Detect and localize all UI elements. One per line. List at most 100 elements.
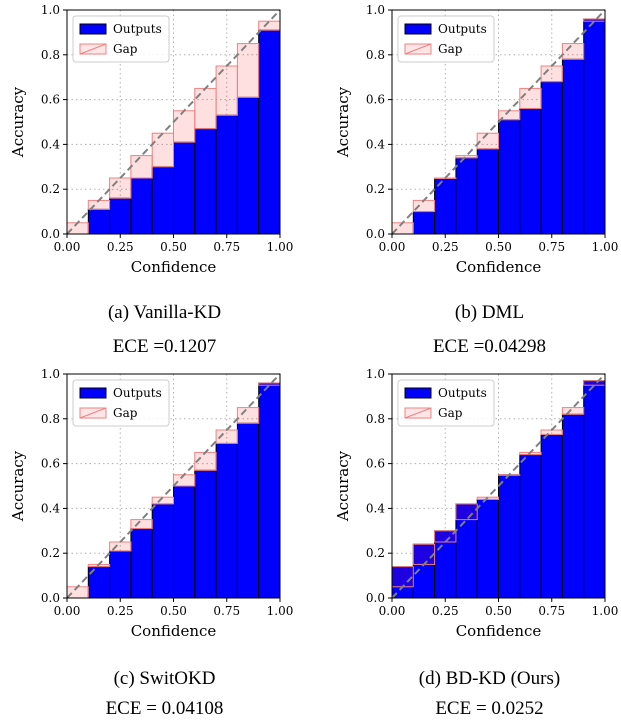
y-tick-label: 0.4	[366, 137, 385, 151]
outputs-bar	[259, 383, 280, 598]
gap-bar	[584, 381, 605, 385]
y-tick-label: 1.0	[41, 3, 60, 17]
x-tick-label: 0.50	[485, 604, 512, 618]
outputs-bar	[216, 443, 237, 598]
outputs-bar	[152, 167, 173, 234]
panel-vanilla-kd: 0.00 0.25 0.50 0.75 1.00 0.0 0.2 0.4 0.6 0.8 1.0 Co…	[9, 3, 293, 357]
panel-metric: ECE = 0.04108	[106, 698, 224, 719]
x-tick-label: 1.00	[592, 604, 619, 618]
legend-gap-label: Gap	[438, 42, 463, 56]
x-tick-label: 0.75	[538, 604, 565, 618]
panel-caption: (c) SwitOKD	[114, 668, 216, 689]
outputs-bar	[520, 109, 541, 234]
legend-outputs-label: Outputs	[113, 386, 162, 400]
panel-caption: (b) DML	[455, 302, 524, 323]
gap-bar	[456, 504, 477, 520]
x-tick-label: 0.50	[485, 240, 512, 254]
outputs-bar	[541, 434, 562, 598]
x-tick-label: 0.00	[379, 604, 406, 618]
y-tick-label: 1.0	[366, 3, 385, 17]
legend-gap-label: Gap	[438, 406, 463, 420]
gap-bar	[413, 544, 434, 564]
x-tick-label: 0.75	[213, 240, 240, 254]
outputs-bar	[477, 499, 498, 598]
gap-bar	[584, 19, 605, 21]
legend-outputs-swatch	[80, 24, 106, 34]
outputs-bar	[520, 455, 541, 598]
outputs-bar	[152, 504, 173, 598]
y-tick-label: 0.2	[366, 182, 385, 196]
gap-bar	[237, 408, 258, 424]
x-axis-label: Confidence	[131, 622, 217, 640]
y-tick-label: 0.0	[366, 227, 385, 241]
y-tick-label: 0.2	[366, 546, 385, 560]
outputs-bar	[477, 149, 498, 234]
y-tick-label: 0.0	[41, 591, 60, 605]
outputs-bar	[174, 486, 195, 598]
gap-bar	[174, 111, 195, 142]
gap-bar	[131, 156, 152, 178]
legend-outputs-label: Outputs	[438, 386, 487, 400]
y-tick-label: 0.8	[366, 412, 385, 426]
x-tick-label: 0.25	[107, 604, 134, 618]
gap-bar	[195, 88, 216, 128]
legend-outputs-label: Outputs	[438, 22, 487, 36]
outputs-bar	[110, 551, 131, 598]
y-tick-label: 0.8	[41, 412, 60, 426]
outputs-bar	[499, 120, 520, 234]
outputs-bar	[195, 129, 216, 234]
y-tick-label: 1.0	[41, 367, 60, 381]
outputs-bar	[499, 475, 520, 598]
gap-bar	[413, 200, 434, 211]
gap-bar	[110, 178, 131, 198]
outputs-bar	[195, 470, 216, 598]
outputs-bar	[237, 97, 258, 234]
legend-outputs-swatch	[80, 388, 106, 398]
gap-bar	[392, 567, 413, 587]
outputs-bar	[259, 30, 280, 234]
y-tick-label: 1.0	[366, 367, 385, 381]
outputs-bar	[110, 198, 131, 234]
y-tick-label: 0.2	[41, 546, 60, 560]
outputs-bar	[131, 529, 152, 598]
x-tick-label: 1.00	[267, 240, 294, 254]
legend-outputs-swatch	[405, 388, 431, 398]
panel-dml: 0.00 0.25 0.50 0.75 1.000.00.20.40.60.81.0Co…	[334, 3, 618, 357]
x-tick-label: 0.75	[538, 240, 565, 254]
y-tick-label: 0.4	[41, 501, 60, 515]
legend-gap-label: Gap	[113, 406, 138, 420]
gap-bar	[477, 133, 498, 149]
x-tick-label: 0.00	[54, 604, 81, 618]
gap-bar	[152, 133, 173, 167]
x-tick-label: 0.75	[213, 604, 240, 618]
panel-bd-kd: 0.00 0.25 0.50 0.75 1.00 0.0 0.2 0.4 0.6 0.8 1.0 Co…	[334, 367, 618, 719]
y-tick-label: 0.0	[366, 591, 385, 605]
x-axis-label: Confidence	[456, 258, 542, 276]
outputs-bar	[562, 414, 583, 598]
y-tick-label: 0.0	[41, 227, 60, 241]
y-tick-label: 0.6	[41, 457, 60, 471]
legend-outputs-swatch	[405, 24, 431, 34]
panel-caption: (a) Vanilla-KD	[108, 302, 221, 323]
y-axis-label: Accuracy	[9, 450, 27, 522]
gap-bar	[259, 383, 280, 385]
gap-bar	[174, 475, 195, 486]
y-tick-label: 0.2	[41, 182, 60, 196]
outputs-bar	[216, 115, 237, 234]
x-tick-label: 0.00	[54, 240, 81, 254]
x-axis-label: Confidence	[131, 258, 217, 276]
y-axis-label: Accuracy	[334, 86, 352, 158]
gap-bar	[237, 44, 258, 98]
outputs-bar	[237, 423, 258, 598]
gap-bar	[456, 156, 477, 158]
x-tick-label: 0.25	[432, 604, 459, 618]
y-axis-label: Accuracy	[334, 450, 352, 522]
x-tick-label: 0.50	[160, 240, 187, 254]
x-tick-label: 0.25	[432, 240, 459, 254]
x-tick-label: 0.00	[379, 240, 406, 254]
panel-switokd: 0.00 0.25 0.50 0.75 1.00 0.0 0.2 0.4 0.6 0.8 1.0 Co…	[9, 367, 293, 719]
legend-outputs-label: Outputs	[113, 22, 162, 36]
outputs-bar	[584, 381, 605, 598]
x-tick-label: 1.00	[267, 604, 294, 618]
